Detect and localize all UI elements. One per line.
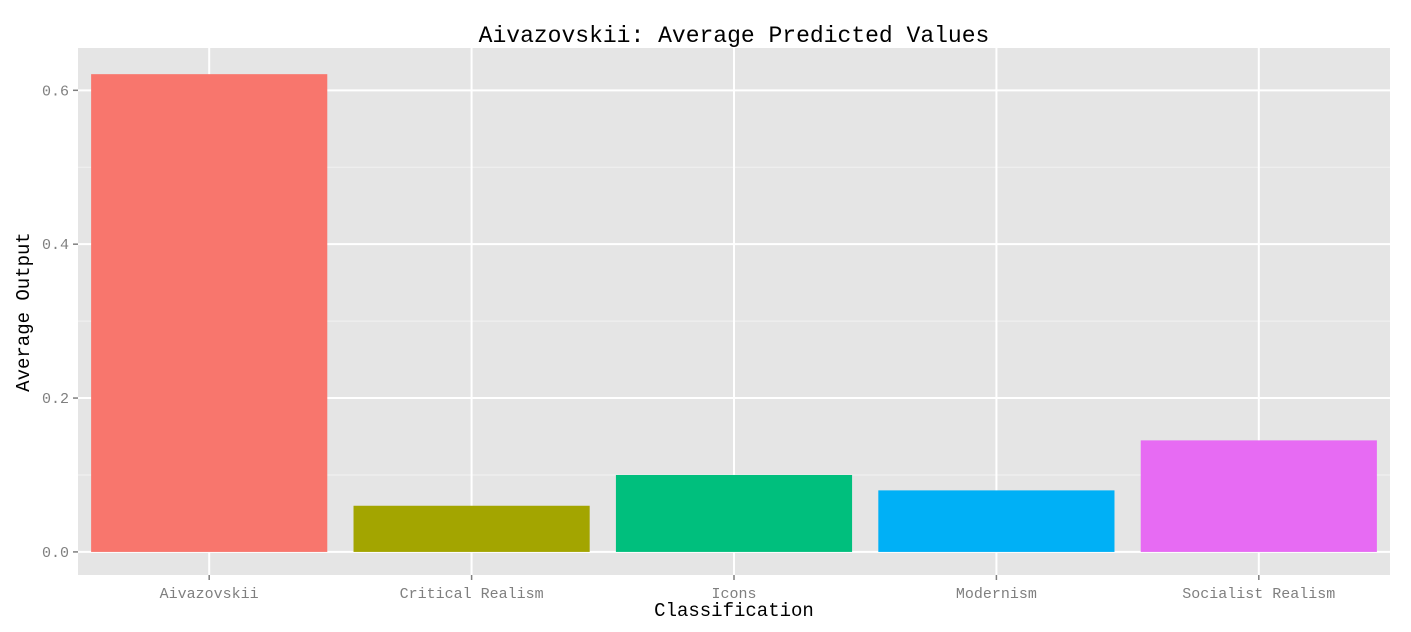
x-tick-label: Modernism: [956, 586, 1037, 603]
x-axis-title: Classification: [654, 600, 814, 622]
chart-title: Aivazovskii: Average Predicted Values: [479, 23, 990, 49]
y-axis: 0.0 0.2 0.4 0.6: [42, 83, 78, 562]
x-tick-label: Socialist Realism: [1182, 586, 1335, 603]
x-tick-label: Aivazovskii: [160, 586, 259, 603]
y-tick-label: 0.0: [42, 545, 69, 562]
x-axis: Aivazovskii Critical Realism Icons Modernis…: [160, 575, 1335, 603]
bar: [353, 505, 590, 552]
bar: [91, 74, 328, 552]
y-axis-title: Average Output: [13, 232, 35, 392]
y-tick-label: 0.6: [42, 83, 69, 100]
bars: [91, 74, 1377, 552]
x-tick-label: Icons: [711, 586, 756, 603]
bar: [878, 490, 1115, 552]
y-tick-label: 0.2: [42, 391, 69, 408]
x-tick-label: Critical Realism: [400, 586, 544, 603]
bar: [1140, 440, 1377, 552]
bar: [615, 474, 853, 552]
y-tick-label: 0.4: [42, 237, 69, 254]
